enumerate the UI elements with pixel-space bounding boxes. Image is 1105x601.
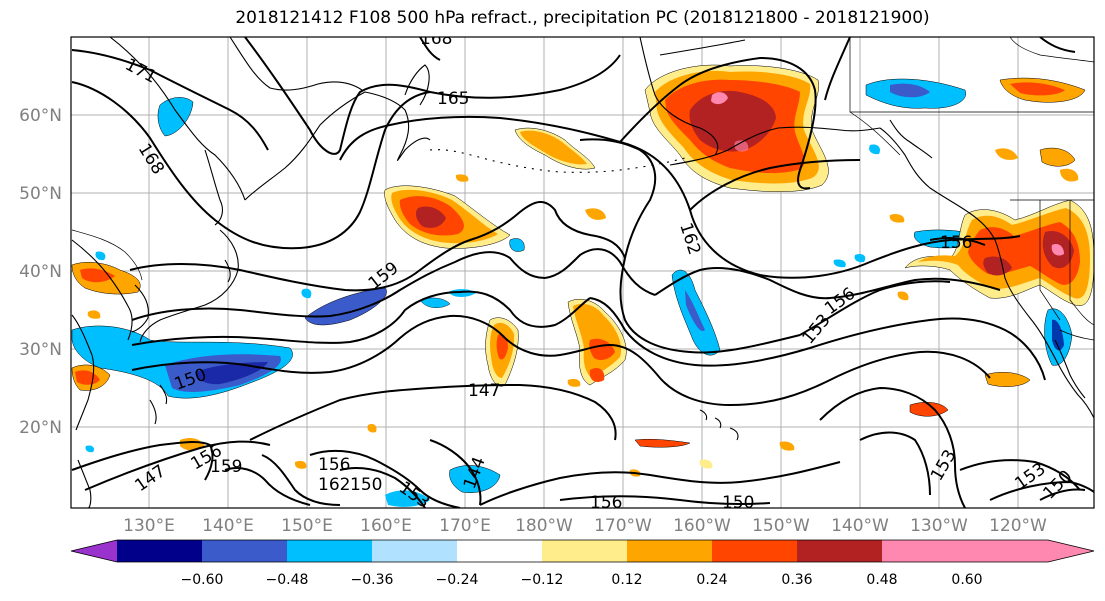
latitude-labels: 60°N 50°N 40°N 30°N 20°N	[19, 106, 62, 438]
colorbar-tick: −0.48	[266, 572, 309, 588]
colorbar-tick: 0.24	[696, 572, 727, 588]
contours	[71, 37, 1094, 508]
colorbar: −0.60 −0.48 −0.36 −0.24 −0.12 0.12 0.24 …	[70, 539, 1095, 588]
colorbar-tick: −0.24	[436, 572, 479, 588]
longitude-labels: 130°E 140°E 150°E 160°E 170°E 180°W 170°…	[123, 516, 1047, 536]
lat-label: 40°N	[19, 262, 62, 282]
contour-label: 165	[437, 89, 469, 109]
colorbar-tick: 0.60	[951, 572, 982, 588]
contour-label: 168	[420, 29, 452, 49]
contour-label: 150	[350, 475, 382, 495]
lon-label: 130°W	[910, 516, 968, 536]
colorbar-bin	[882, 540, 967, 562]
coastlines	[71, 37, 1094, 508]
lon-label: 150°E	[281, 516, 333, 536]
lon-label: 160°W	[673, 516, 731, 536]
colorbar-tick: −0.12	[521, 572, 564, 588]
contour-label: 156	[318, 455, 350, 475]
map-frame	[70, 36, 1095, 509]
colorbar-tick: 0.12	[611, 572, 642, 588]
contour-label: 159	[210, 457, 242, 477]
lon-label: 150°W	[752, 516, 810, 536]
lon-label: 170°W	[594, 516, 652, 536]
lat-label: 20°N	[19, 418, 62, 438]
lon-label: 120°W	[989, 516, 1047, 536]
contour-label: 150	[722, 493, 754, 513]
lon-label: 140°E	[202, 516, 254, 536]
lon-label: 160°E	[360, 516, 412, 536]
lon-label: 180°W	[515, 516, 573, 536]
lat-label: 50°N	[19, 184, 62, 204]
contour-label: 156	[590, 493, 622, 513]
gridlines	[71, 37, 1094, 508]
colorbar-bin	[117, 540, 202, 562]
contour-label: 156	[940, 233, 972, 253]
contour-label: 162	[318, 475, 350, 495]
colorbar-tick: 0.48	[866, 572, 897, 588]
lat-label: 30°N	[19, 340, 62, 360]
contour-label: 147	[468, 381, 500, 401]
map-title: 2018121412 F108 500 hPa refract., precip…	[235, 8, 930, 28]
colorbar-tick: −0.36	[351, 572, 394, 588]
lon-label: 140°W	[831, 516, 889, 536]
colorbar-tick-labels: −0.60 −0.48 −0.36 −0.24 −0.12 0.12 0.24 …	[181, 572, 983, 588]
colorbar-bin	[797, 540, 882, 562]
lon-label: 130°E	[123, 516, 175, 536]
colorbar-bin	[202, 540, 287, 562]
lon-label: 170°E	[439, 516, 491, 536]
colorbar-bin	[712, 540, 797, 562]
colorbar-bin	[627, 540, 712, 562]
colorbar-tick: −0.60	[181, 572, 224, 588]
colorbar-over-arrow	[967, 540, 1094, 562]
colorbar-bin	[372, 540, 457, 562]
borders	[71, 37, 1094, 341]
colorbar-bin	[542, 540, 627, 562]
lat-label: 60°N	[19, 106, 62, 126]
colorbar-bin	[457, 540, 542, 562]
colorbar-under-arrow	[71, 540, 117, 562]
colorbar-tick: 0.36	[781, 572, 812, 588]
colorbar-bin	[287, 540, 372, 562]
